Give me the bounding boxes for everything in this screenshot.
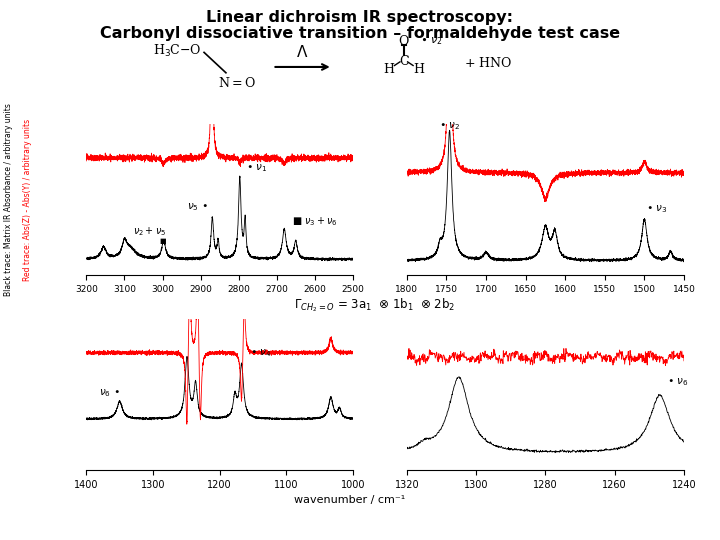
- Text: O: O: [399, 35, 409, 48]
- Text: $\Gamma_{CH_2=O}$ = 3a$_1$  $\otimes$ 1b$_1$  $\otimes$ 2b$_2$: $\Gamma_{CH_2=O}$ = 3a$_1$ $\otimes$ 1b$…: [294, 296, 455, 314]
- Text: $\blacksquare$: $\blacksquare$: [158, 236, 166, 246]
- Text: $\bullet$ $\nu_1$: $\bullet$ $\nu_1$: [246, 161, 268, 173]
- Text: Red trace: Abs(Z) - Abs(Y) / arbitrary units: Red trace: Abs(Z) - Abs(Y) / arbitrary u…: [23, 119, 32, 281]
- Text: Linear dichroism IR spectroscopy:: Linear dichroism IR spectroscopy:: [207, 10, 513, 25]
- Text: $\bullet$ $\nu_3$: $\bullet$ $\nu_3$: [646, 203, 667, 214]
- Text: C: C: [399, 55, 408, 68]
- Text: $\bullet$ $\nu_4$: $\bullet$ $\nu_4$: [250, 348, 271, 360]
- Text: $\nu_2 + \nu_5$: $\nu_2 + \nu_5$: [133, 225, 166, 238]
- Text: $\bullet$ $\nu_2$: $\bullet$ $\nu_2$: [420, 36, 443, 48]
- Text: H: H: [383, 63, 394, 76]
- Text: H$_3$C$-$O: H$_3$C$-$O: [153, 43, 202, 59]
- Text: $\nu_5$ $\bullet$: $\nu_5$ $\bullet$: [187, 201, 208, 213]
- Text: $+$ HNO: $+$ HNO: [464, 56, 512, 70]
- Text: Black trace: Matrix IR Absorbance / arbitrary units: Black trace: Matrix IR Absorbance / arbi…: [4, 103, 13, 296]
- Text: N$=$O: N$=$O: [218, 76, 256, 90]
- Text: H: H: [413, 63, 425, 76]
- Text: Carbonyl dissociative transition – formaldehyde test case: Carbonyl dissociative transition – forma…: [100, 26, 620, 41]
- Text: $\bullet$ $\nu_6$: $\bullet$ $\nu_6$: [667, 376, 688, 388]
- Text: $\nu_6$ $\bullet$: $\nu_6$ $\bullet$: [99, 388, 120, 400]
- Text: $\Lambda$: $\Lambda$: [297, 44, 309, 60]
- Text: $\bullet$ $\nu_2$: $\bullet$ $\nu_2$: [439, 120, 460, 132]
- Text: wavenumber / cm⁻¹: wavenumber / cm⁻¹: [294, 495, 405, 504]
- Text: $\blacksquare$ $\nu_3 + \nu_6$: $\blacksquare$ $\nu_3 + \nu_6$: [292, 215, 338, 228]
